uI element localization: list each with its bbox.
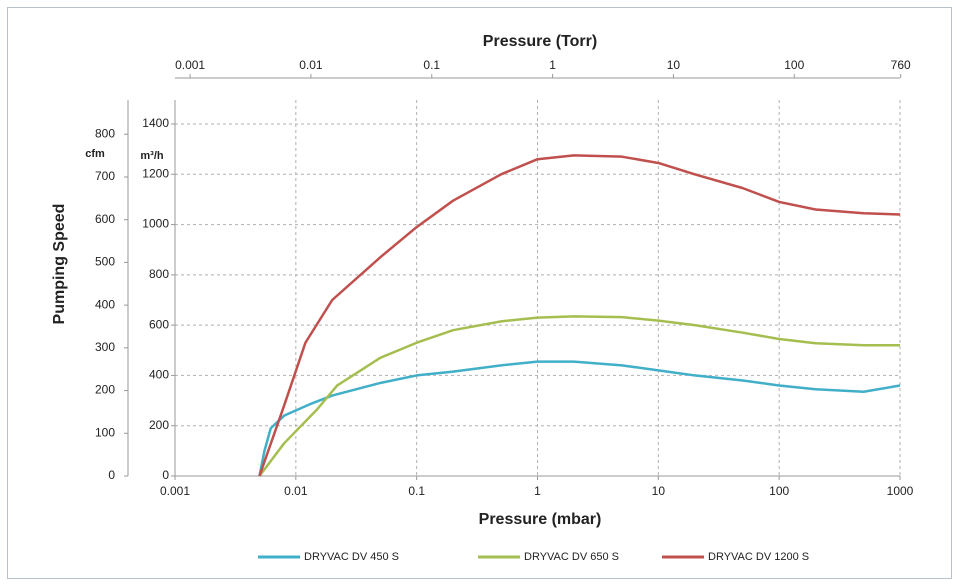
x-tick-label: 10 bbox=[652, 484, 666, 498]
y2-tick-label: 800 bbox=[95, 126, 115, 140]
y2-tick-label: 200 bbox=[95, 383, 115, 397]
x-tick-label: 0.001 bbox=[160, 484, 190, 498]
y-tick-label: 1200 bbox=[142, 166, 169, 180]
x2-tick-label: 1 bbox=[549, 58, 556, 72]
x2-axis-title: Pressure (Torr) bbox=[483, 33, 597, 50]
y2-unit: cfm bbox=[85, 148, 105, 160]
x2-tick-label: 0.001 bbox=[175, 58, 205, 72]
y2-tick-label: 700 bbox=[95, 169, 115, 183]
y2-tick-label: 500 bbox=[95, 255, 115, 269]
y-tick-label: 400 bbox=[149, 368, 169, 382]
legend-label: DRYVAC DV 450 S bbox=[304, 551, 399, 563]
y-tick-label: 0 bbox=[162, 468, 169, 482]
y2-tick-label: 600 bbox=[95, 212, 115, 226]
y2-tick-label: 0 bbox=[108, 468, 115, 482]
y-tick-label: 1400 bbox=[142, 116, 169, 130]
y2-tick-label: 400 bbox=[95, 297, 115, 311]
y2-tick-label: 300 bbox=[95, 340, 115, 354]
y-tick-label: 600 bbox=[149, 317, 169, 331]
x-tick-label: 0.01 bbox=[284, 484, 308, 498]
x2-tick-label: 0.1 bbox=[423, 58, 440, 72]
y-tick-label: 800 bbox=[149, 267, 169, 281]
y2-tick-label: 100 bbox=[95, 425, 115, 439]
chart-frame bbox=[7, 7, 952, 579]
x2-tick-label: 10 bbox=[667, 58, 681, 72]
series-line bbox=[258, 154, 901, 477]
y-tick-label: 1000 bbox=[142, 217, 169, 231]
x-tick-label: 100 bbox=[769, 484, 789, 498]
y-tick-label: 200 bbox=[149, 418, 169, 432]
x2-tick-label: 0.01 bbox=[299, 58, 323, 72]
x-tick-label: 1 bbox=[534, 484, 541, 498]
x2-tick-label: 760 bbox=[891, 58, 911, 72]
series-line bbox=[258, 315, 900, 477]
x2-tick-label: 100 bbox=[784, 58, 804, 72]
x-tick-label: 1000 bbox=[887, 484, 914, 498]
x-axis-title: Pressure (mbar) bbox=[479, 511, 602, 528]
series-line bbox=[258, 360, 901, 477]
legend-label: DRYVAC DV 1200 S bbox=[708, 551, 809, 563]
y-axis-title: Pumping Speed bbox=[51, 204, 68, 325]
x-tick-label: 0.1 bbox=[408, 484, 425, 498]
y-unit: m³/h bbox=[140, 150, 164, 162]
legend-label: DRYVAC DV 650 S bbox=[524, 551, 619, 563]
